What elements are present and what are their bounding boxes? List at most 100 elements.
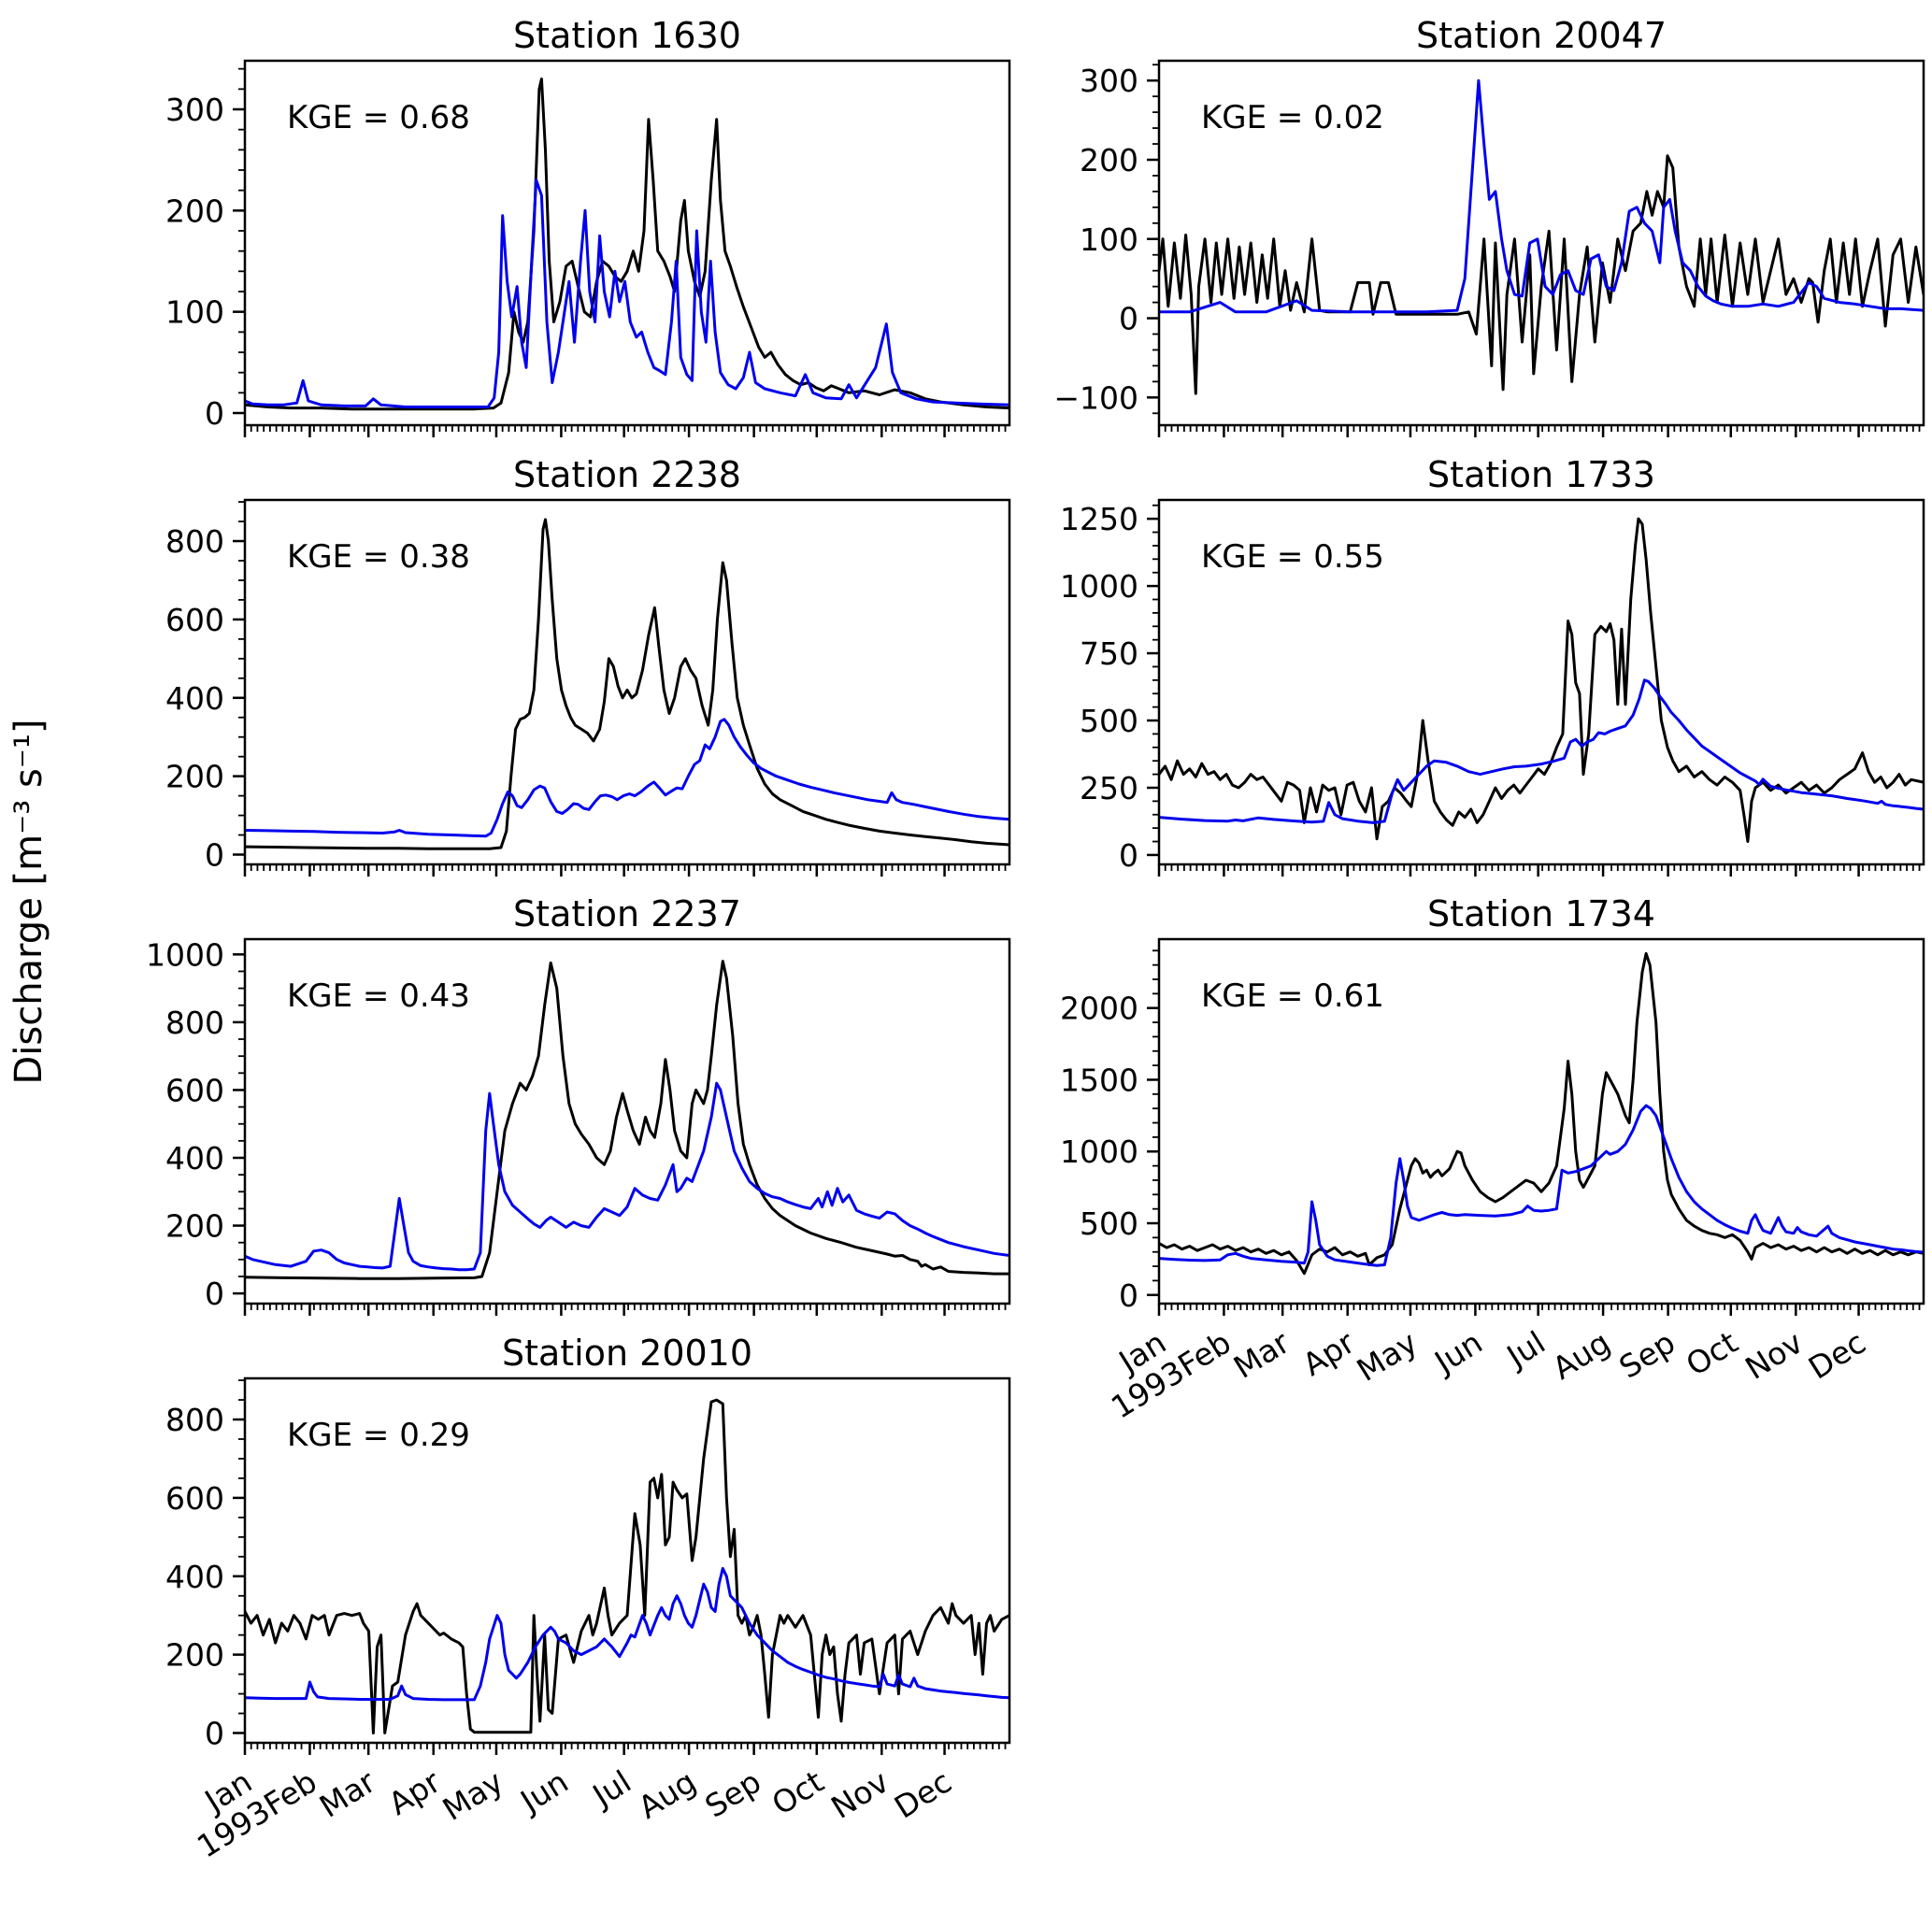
plot-area [243,59,1011,427]
x-tick-label: Sep [698,1763,766,1825]
series-group [245,518,1009,850]
line-black [245,960,1009,1280]
plot-area [1157,59,1925,427]
x-tick-label-group: Oct [1680,1324,1744,1383]
y-tick-label: 200 [165,759,224,795]
y-tick-label: 0 [205,1716,224,1752]
y-tick-label: 600 [165,1480,224,1517]
y-tick-label: 1250 [1060,501,1138,537]
kge-annotation: KGE = 0.38 [287,538,470,576]
y-tick-label: 600 [165,602,224,638]
panel-title: Station 2237 [513,893,741,934]
line-black [245,1398,1009,1734]
kge-annotation: KGE = 0.61 [1201,977,1384,1015]
line-black [1159,951,1924,1276]
x-tick-label-group: Nov [824,1763,894,1826]
x-tick-label: Nov [824,1763,894,1826]
line-blue [245,718,1009,838]
y-tick-label: 100 [165,294,224,331]
x-tick-label: Oct [1680,1324,1744,1383]
y-tick-label: 200 [165,1637,224,1674]
tick-group [1147,504,1921,877]
panel-station-2238: 0 200 400 600 800 Station 2238 KGE = 0.38 [165,454,1011,877]
plot-area [243,498,1011,866]
y-tick-label: 200 [165,1208,224,1245]
panel-station-2237: 0 200 400 600 800 1000 Station 2237 KGE = 0.43 [146,893,1011,1316]
x-tick-label-group: Jul [585,1763,637,1815]
x-tick-label: Mar [1227,1323,1296,1385]
line-blue [1159,1104,1924,1267]
y-tick-label: 800 [165,1402,224,1438]
y-tick-label: 400 [165,1559,224,1595]
y-tick-label: 0 [1119,301,1138,337]
y-tick-label: 800 [165,1005,224,1041]
y-tick-label: 0 [205,395,224,432]
y-tick-label: 500 [1080,1205,1138,1242]
x-tick-label-group: Aug [632,1763,702,1826]
y-tick-label: 600 [165,1072,224,1108]
x-tick-label-group: Mar [1227,1323,1296,1385]
series-group [245,960,1009,1280]
x-tick-label-group: Jun [513,1763,575,1820]
series-group [245,1398,1009,1734]
x-tick-label: Jul [1499,1324,1552,1376]
kge-annotation: KGE = 0.55 [1201,538,1384,576]
line-black [245,78,1009,411]
y-tick-label: −100 [1053,379,1138,416]
series-group [1159,517,1924,843]
y-tick-label: 0 [1119,1277,1138,1314]
tick-group [233,67,1007,437]
y-tick-label: 0 [205,837,224,874]
panel-title: Station 20047 [1416,15,1667,56]
panel-station-20047: −100 0 100 200 300 Station 20047 KGE = 0.02 [1053,15,1925,437]
x-tick-label: Dec [1802,1324,1872,1387]
panel-station-20010: 0 200 400 600 800 Station 20010 KGE = 0.29 Jan1… [165,1333,1011,1865]
y-tick-label: 300 [165,92,224,128]
panel-title: Station 1734 [1427,893,1655,934]
x-tick-label: May [436,1763,510,1828]
x-tick-label-group: Jun [1427,1324,1489,1381]
y-tick-label: 1000 [146,936,224,973]
series-group [245,78,1009,411]
tick-group [1147,949,1921,1316]
x-tick-label-group: Sep [698,1763,766,1825]
y-axis-label: Discharge [m⁻³ s⁻¹] [7,719,50,1084]
x-tick-label: Jul [585,1763,637,1815]
x-tick-label-group: May [436,1763,510,1828]
panel-station-1733: 0 250 500 750 1000 1250 Station 1733 KGE = 0.55 [1060,454,1925,877]
x-tick-label: Jun [1427,1324,1489,1381]
x-tick-label: Dec [888,1763,958,1826]
line-black [245,518,1009,850]
x-tick-label: Oct [766,1763,830,1822]
x-tick-label-group: Sep [1612,1324,1681,1386]
panel-title: Station 1630 [513,15,741,56]
panel-title: Station 20010 [502,1333,752,1374]
y-tick-label: 0 [205,1276,224,1312]
tick-group [233,1379,1007,1755]
plot-area [1157,498,1925,866]
y-tick-label: 250 [1080,770,1138,806]
panel-title: Station 2238 [513,454,741,495]
panel-title: Station 1733 [1427,454,1655,495]
x-tick-label-group: Mar [313,1762,382,1824]
kge-annotation: KGE = 0.68 [287,99,470,136]
series-group [1159,951,1924,1276]
kge-annotation: KGE = 0.02 [1201,99,1384,136]
x-tick-label-group: Dec [888,1763,958,1826]
y-tick-label: 200 [165,193,224,229]
line-blue [245,178,1009,408]
series-group [1159,78,1924,395]
plot-area [1157,937,1925,1305]
line-blue [245,1566,1009,1702]
y-tick-label: 1000 [1060,568,1138,605]
x-tick-label-group: Jul [1499,1324,1552,1376]
y-tick-label: 1500 [1060,1062,1138,1098]
panel-station-1734: 0 500 1000 1500 2000 Station 1734 KGE = 0.61 Ja… [1060,893,1925,1426]
x-tick-label-group: Nov [1739,1324,1809,1387]
panel-station-1630: 0 100 200 300 Station 1630 KGE = 0.68 [165,15,1011,437]
x-tick-label: Mar [313,1762,382,1824]
x-tick-label-group: Apr [382,1762,447,1822]
